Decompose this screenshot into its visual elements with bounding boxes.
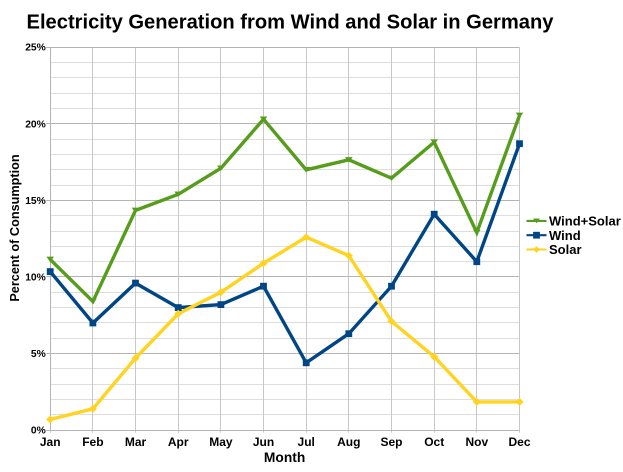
svg-text:Mar: Mar [125, 435, 147, 449]
svg-text:May: May [209, 435, 233, 449]
svg-text:Jan: Jan [40, 435, 61, 449]
svg-text:Solar: Solar [549, 242, 582, 257]
svg-text:Percent of Consumption: Percent of Consumption [8, 154, 22, 301]
svg-text:Sep: Sep [380, 435, 402, 449]
svg-text:25%: 25% [25, 43, 46, 54]
svg-text:Electricity Generation from Wi: Electricity Generation from Wind and Sol… [27, 12, 555, 34]
svg-text:Wind: Wind [549, 228, 581, 243]
svg-text:Feb: Feb [82, 435, 103, 449]
svg-text:0%: 0% [31, 426, 46, 437]
svg-text:Dec: Dec [508, 435, 530, 449]
svg-text:5%: 5% [31, 349, 46, 360]
svg-text:Nov: Nov [465, 435, 488, 449]
svg-text:Apr: Apr [168, 435, 189, 449]
svg-text:10%: 10% [25, 273, 46, 284]
svg-text:Jun: Jun [253, 435, 274, 449]
svg-text:Wind+Solar: Wind+Solar [549, 214, 621, 229]
svg-text:Aug: Aug [337, 435, 360, 449]
svg-text:15%: 15% [25, 196, 46, 207]
svg-text:Month: Month [264, 450, 305, 465]
svg-text:Jul: Jul [298, 435, 315, 449]
svg-text:20%: 20% [25, 119, 46, 130]
svg-text:Oct: Oct [424, 435, 444, 449]
